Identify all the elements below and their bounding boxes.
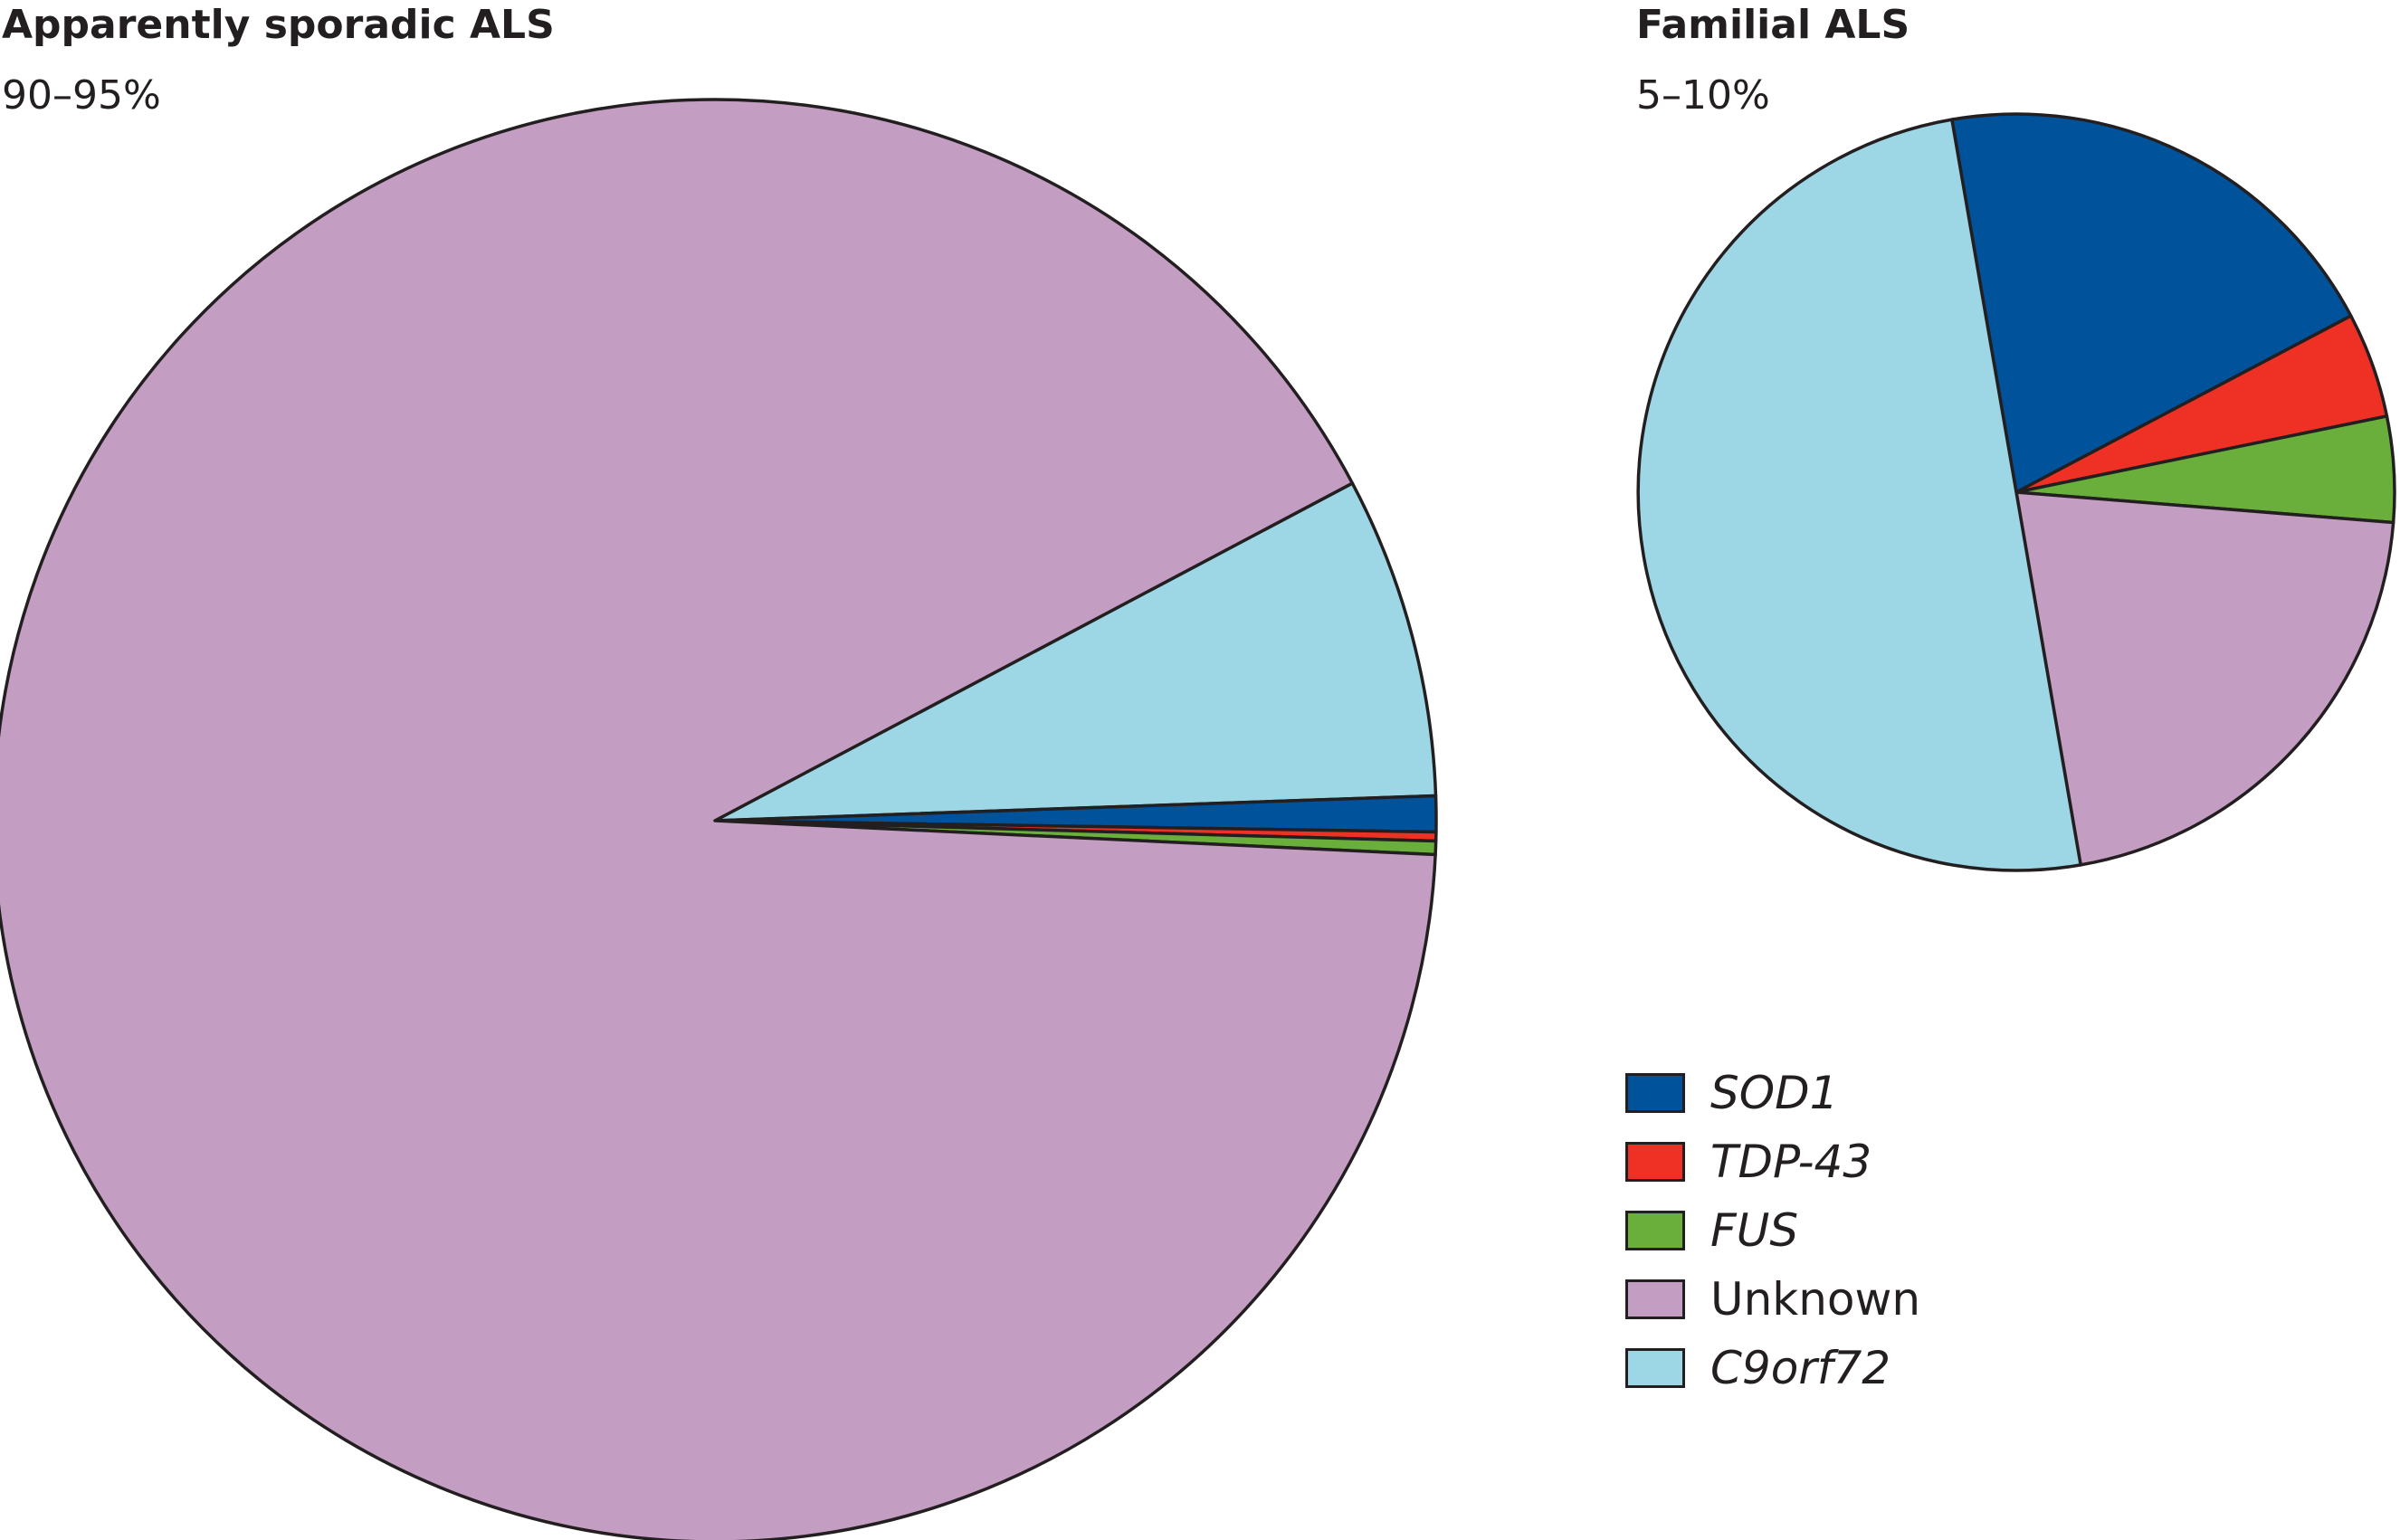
sporadic-chart-title: Apparently sporadic ALS [2,2,555,48]
sporadic-pie [0,98,1438,1540]
legend-item-sod1: SOD1 [1625,1064,1987,1133]
legend-label-unknown: Unknown [1710,1273,1921,1326]
familial-pie [1636,112,2396,872]
sporadic-slice-c9orf72 [713,481,1438,822]
legend-label-fus: FUS [1710,1204,1799,1257]
legend-swatch-fus [1625,1211,1685,1250]
legend-label-c9orf72: C9orf72 [1710,1342,1891,1394]
sporadic-slice-unknown [0,98,1437,1540]
legend-item-fus: FUS [1625,1202,1987,1270]
familial-slice-c9orf72 [1636,118,2082,872]
sporadic-chart-subtitle: 90–95% [2,72,161,119]
legend-item-unknown: Unknown [1625,1270,1987,1339]
legend-item-c9orf72: C9orf72 [1625,1339,1987,1408]
familial-chart-subtitle: 5–10% [1636,72,1770,119]
legend-label-sod1: SOD1 [1710,1067,1839,1119]
familial-chart-title: Familial ALS [1636,2,1910,48]
legend-swatch-sod1 [1625,1073,1685,1113]
familial-slice-unknown [2014,490,2395,867]
legend-swatch-tdp43 [1625,1142,1685,1182]
familial-slice-sod1 [1950,112,2353,494]
legend-swatch-unknown [1625,1279,1685,1319]
legend-item-tdp43: TDP-43 [1625,1133,1987,1202]
legend-label-tdp43: TDP-43 [1710,1136,1872,1188]
legend-swatch-c9orf72 [1625,1348,1685,1388]
